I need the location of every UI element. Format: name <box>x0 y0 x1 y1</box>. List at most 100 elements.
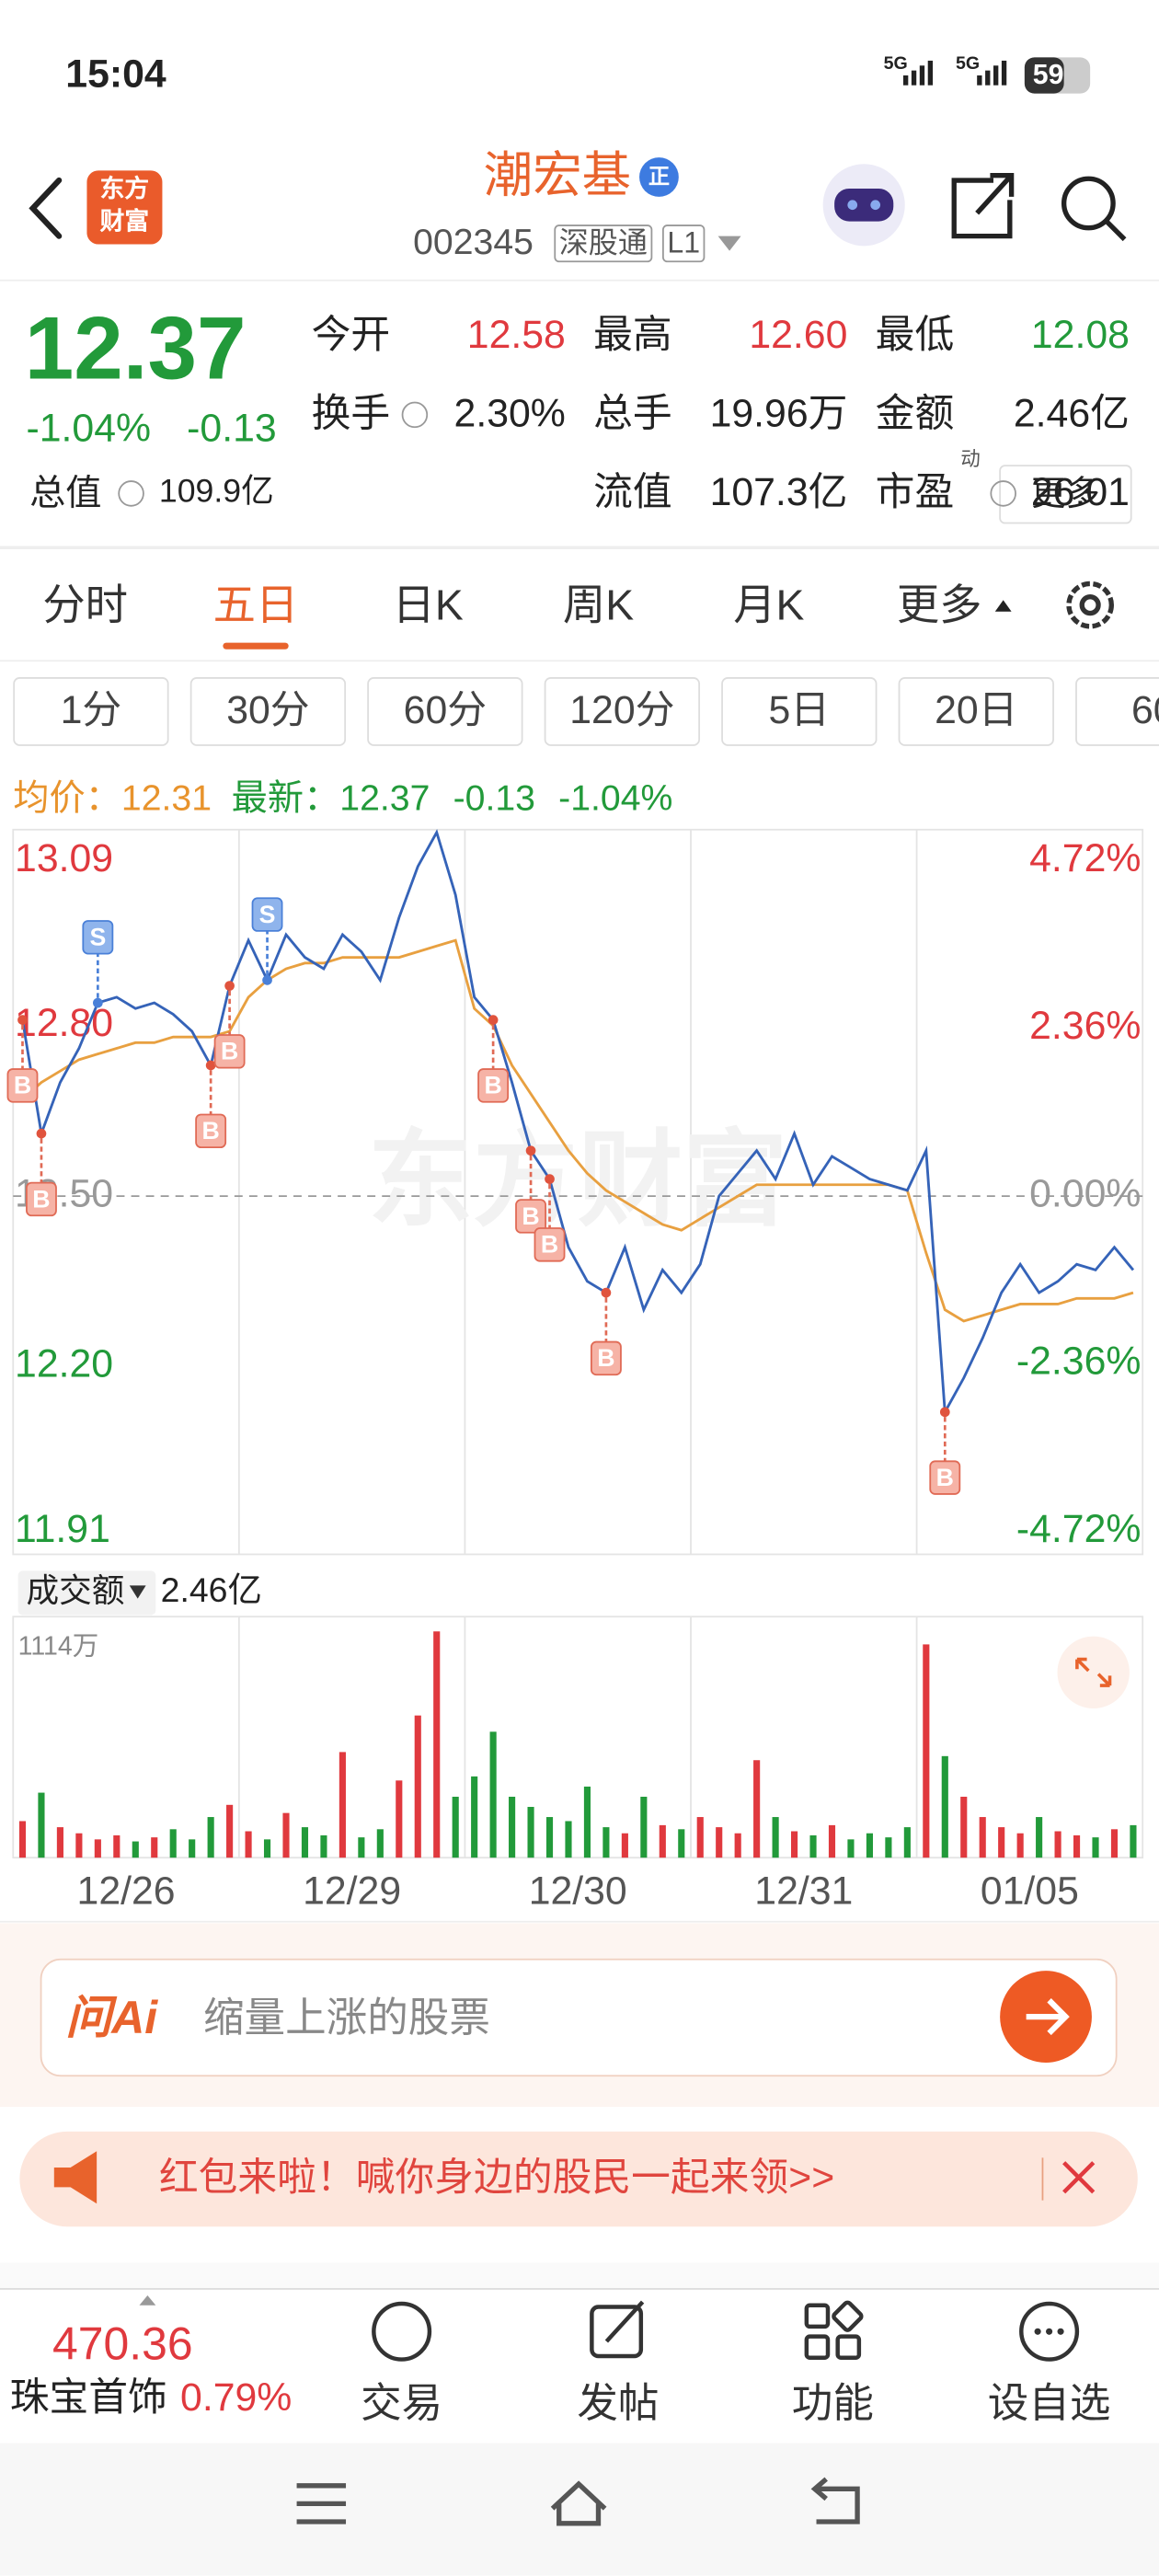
volume-bar <box>583 1786 591 1858</box>
marker-label: B <box>522 1202 539 1230</box>
logo-text: 财富 <box>99 208 150 236</box>
volume-bar <box>527 1807 534 1858</box>
volume-bar <box>885 1837 892 1858</box>
info-icon <box>118 480 144 507</box>
volume-bar <box>113 1834 120 1858</box>
volume-bar <box>1092 1837 1099 1858</box>
marker-box <box>6 1068 39 1103</box>
price-line <box>21 938 1134 1323</box>
change-info: -0.13 <box>453 776 535 819</box>
last-price-info: 12.37 <box>339 776 430 819</box>
nav-item[interactable]: 功能 <box>791 2380 874 2427</box>
index-name[interactable]: 珠宝首饰 <box>9 2375 167 2421</box>
marker-box <box>477 1068 510 1103</box>
volume-bar <box>189 1839 196 1858</box>
volume-bar <box>358 1837 365 1858</box>
marker-label: B <box>484 1072 501 1099</box>
tab[interactable]: 日K <box>392 580 464 630</box>
tab[interactable]: 月K <box>733 580 805 630</box>
marker-box <box>195 1113 227 1149</box>
stat-label: 金额 <box>875 391 955 437</box>
stat-value: 109.9亿 <box>158 474 274 511</box>
stat-label: 最低 <box>875 313 955 358</box>
price-line <box>21 829 1135 1417</box>
tab[interactable]: 五日 <box>212 580 299 630</box>
info-icon <box>990 480 1016 507</box>
network-label: 5G <box>883 53 908 75</box>
y2-tick-label: -4.72% <box>1016 1507 1142 1551</box>
volume-bar <box>489 1731 497 1858</box>
marker-box <box>534 1227 566 1262</box>
volume-bar <box>151 1837 158 1858</box>
banner-text[interactable]: 红包来啦！喊你身边的股民一起来领>> <box>158 2156 835 2201</box>
volume-bar <box>226 1804 234 1858</box>
y2-tick-label: 2.36% <box>1029 1004 1141 1048</box>
period-button[interactable]: 120分 <box>544 677 700 746</box>
marker-label: B <box>597 1344 614 1372</box>
tag: L1 <box>662 224 706 263</box>
marker-label: B <box>201 1117 219 1144</box>
volume-bar <box>1054 1831 1061 1858</box>
network-label: 5G <box>956 53 981 75</box>
volume-bar <box>941 1755 948 1858</box>
volume-bar <box>659 1824 666 1858</box>
nav-item[interactable]: 交易 <box>361 2380 443 2427</box>
marker-label: S <box>259 901 276 928</box>
nav-item[interactable]: 设自选 <box>987 2380 1111 2427</box>
ai-input[interactable]: 缩量上涨的股票 <box>202 1995 490 2041</box>
y2-tick-label: 0.00% <box>1029 1171 1141 1215</box>
trade-point <box>93 997 103 1008</box>
volume-bar <box>866 1833 873 1858</box>
more-button[interactable]: 更多 <box>1030 475 1100 513</box>
volume-bar <box>716 1827 723 1858</box>
stat-label-sup: 动 <box>960 447 981 471</box>
volume-chart: 1114万 12/26 12/29 12/30 12/31 01/05 <box>12 1616 1144 1914</box>
stat-label: 流值 <box>593 470 672 515</box>
period-button[interactable]: 30分 <box>189 677 347 746</box>
volume-bar <box>734 1833 741 1858</box>
last-label: 最新： <box>231 776 340 819</box>
volume-bar <box>320 1834 327 1858</box>
volume-bar <box>1073 1834 1081 1858</box>
tab[interactable]: 更多 <box>896 580 982 630</box>
stat-value: 107.3亿 <box>709 470 848 515</box>
stat-value: 26.01 <box>1030 470 1130 515</box>
chart-frame <box>12 828 1144 1556</box>
period-button[interactable]: 5日 <box>721 677 878 746</box>
stat-label: 换手 <box>311 391 391 437</box>
avg-label: 均价： <box>13 776 121 819</box>
tab[interactable]: 分时 <box>42 580 129 630</box>
marker-box <box>929 1460 961 1495</box>
volume-bar <box>339 1752 346 1858</box>
y-tick-label: 12.20 <box>15 1342 113 1386</box>
volume-bar <box>1016 1833 1024 1858</box>
clock: 15:04 <box>65 52 166 98</box>
marker-box <box>26 1181 57 1217</box>
period-button[interactable]: 60分 <box>367 677 523 746</box>
price-chart: 东方财富13.0912.8012.5012.2011.914.72%2.36%0… <box>6 828 1144 1556</box>
volume-bar <box>791 1831 798 1858</box>
tab[interactable]: 周K <box>562 580 635 630</box>
avg-price: 12.31 <box>120 776 212 819</box>
change-pct-info: -1.04% <box>558 776 673 819</box>
period-button[interactable]: 60 <box>1075 677 1159 746</box>
x-tick-label: 12/29 <box>303 1869 401 1914</box>
y2-tick-label: -2.36% <box>1016 1340 1142 1384</box>
stat-value: 2.30% <box>453 391 566 437</box>
volume-bar <box>376 1829 384 1858</box>
nav-item[interactable]: 发帖 <box>577 2380 660 2427</box>
period-button[interactable]: 20日 <box>898 677 1054 746</box>
volume-bar <box>621 1833 628 1858</box>
volume-bar <box>828 1824 836 1858</box>
volume-bar <box>923 1644 930 1858</box>
change: -0.13 <box>187 406 277 452</box>
period-button[interactable]: 1分 <box>13 677 169 746</box>
stat-value: 19.96万 <box>709 391 848 437</box>
volume-bar <box>640 1796 648 1858</box>
stat-label: 总值 <box>29 472 102 513</box>
x-tick-label: 12/26 <box>77 1869 176 1914</box>
battery-level: 59 <box>1032 59 1064 91</box>
volume-bar <box>772 1817 779 1858</box>
